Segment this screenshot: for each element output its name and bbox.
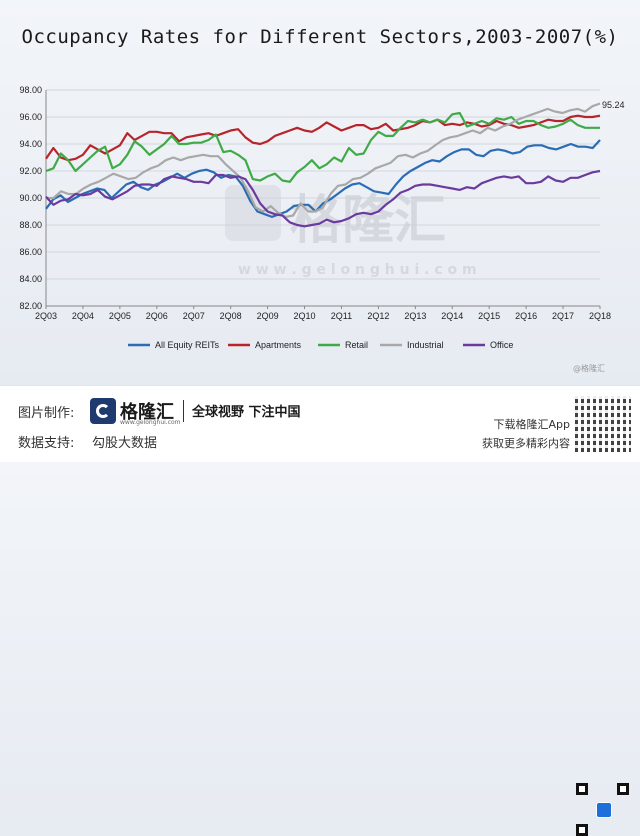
legend: All Equity REITs Apartments Retail Industri…: [128, 340, 513, 350]
y-tick-label: 82.00: [19, 301, 42, 311]
watermark: 格隆汇 w w w . g e l o n g h u i . c o m: [225, 185, 477, 278]
series-lines: [45, 102, 601, 228]
x-tick-label: 2Q12: [367, 311, 389, 321]
x-tick-label: 2Q18: [589, 311, 611, 321]
download-app-text[interactable]: 下载格隆汇App: [493, 418, 571, 431]
footer: 图片制作: 格隆汇 www.gelonghui.com 全球视野 下注中国 数据…: [0, 385, 640, 836]
series-line-industrial: [46, 102, 601, 218]
data-support-label: 数据支持:: [18, 436, 75, 451]
legend-label: Retail: [345, 340, 368, 350]
end-value-label: 95.24: [602, 100, 625, 110]
x-tick-label: 2Q17: [552, 311, 574, 321]
brand-name: 格隆汇: [120, 402, 174, 423]
y-tick-label: 84.00: [19, 274, 42, 284]
x-axis: 2Q03 2Q04 2Q05 2Q06 2Q07 2Q08 2Q09 2Q10 2Q11 2Q12…: [35, 305, 611, 321]
line-chart: 格隆汇 w w w . g e l o n g h u i . c o m 98…: [19, 85, 625, 350]
series-line-office: [45, 169, 601, 228]
x-tick-label: 2Q11: [331, 311, 352, 321]
x-tick-label: 2Q10: [294, 311, 316, 321]
y-tick-label: 94.00: [19, 139, 42, 149]
watermark-logo-icon: [225, 185, 281, 241]
x-tick-label: 2Q16: [515, 311, 537, 321]
watermark-logo-text: 格隆汇: [290, 191, 446, 251]
y-tick-label: 98.00: [19, 85, 42, 95]
qr-finder-icon: [617, 783, 629, 795]
x-tick-label: 2Q08: [220, 311, 242, 321]
x-tick-label: 2Q03: [35, 311, 57, 321]
legend-label: Industrial: [407, 340, 444, 350]
x-tick-label: 2Q13: [404, 311, 426, 321]
x-tick-label: 2Q07: [183, 311, 205, 321]
qr-finder-icon: [576, 824, 588, 836]
y-tick-label: 86.00: [19, 247, 42, 257]
chart-title: Occupancy Rates for Different Sectors,20…: [21, 26, 619, 48]
x-tick-label: 2Q04: [72, 311, 94, 321]
corner-watermark: @格隆汇: [573, 364, 605, 373]
legend-label: Office: [490, 340, 513, 350]
data-support-value: 勾股大数据: [92, 436, 158, 451]
more-content-text: 获取更多精彩内容: [482, 437, 570, 450]
brand-slogan: 全球视野 下注中国: [192, 405, 301, 420]
x-tick-label: 2Q09: [257, 311, 279, 321]
series-line-retail: [45, 111, 600, 183]
legend-label: Apartments: [255, 340, 302, 350]
brand-logo-icon: [90, 398, 116, 424]
y-tick-label: 96.00: [19, 112, 42, 122]
x-tick-label: 2Q15: [478, 311, 500, 321]
x-tick-label: 2Q06: [146, 311, 168, 321]
x-tick-label: 2Q14: [441, 311, 463, 321]
legend-label: All Equity REITs: [155, 340, 220, 350]
y-tick-label: 92.00: [19, 166, 42, 176]
qr-finder-icon: [576, 783, 588, 795]
y-axis: 98.00 96.00 94.00 92.00 90.00 88.00 86.00 84.00…: [19, 85, 47, 311]
watermark-domain: w w w . g e l o n g h u i . c o m: [238, 262, 477, 278]
brand-domain: www.gelonghui.com: [120, 419, 181, 426]
y-tick-label: 90.00: [19, 193, 42, 203]
footer-divider: [183, 400, 184, 422]
made-by-label: 图片制作:: [18, 406, 75, 421]
y-tick-label: 88.00: [19, 220, 42, 230]
qr-center-logo-icon: [596, 802, 612, 818]
x-tick-label: 2Q05: [109, 311, 131, 321]
